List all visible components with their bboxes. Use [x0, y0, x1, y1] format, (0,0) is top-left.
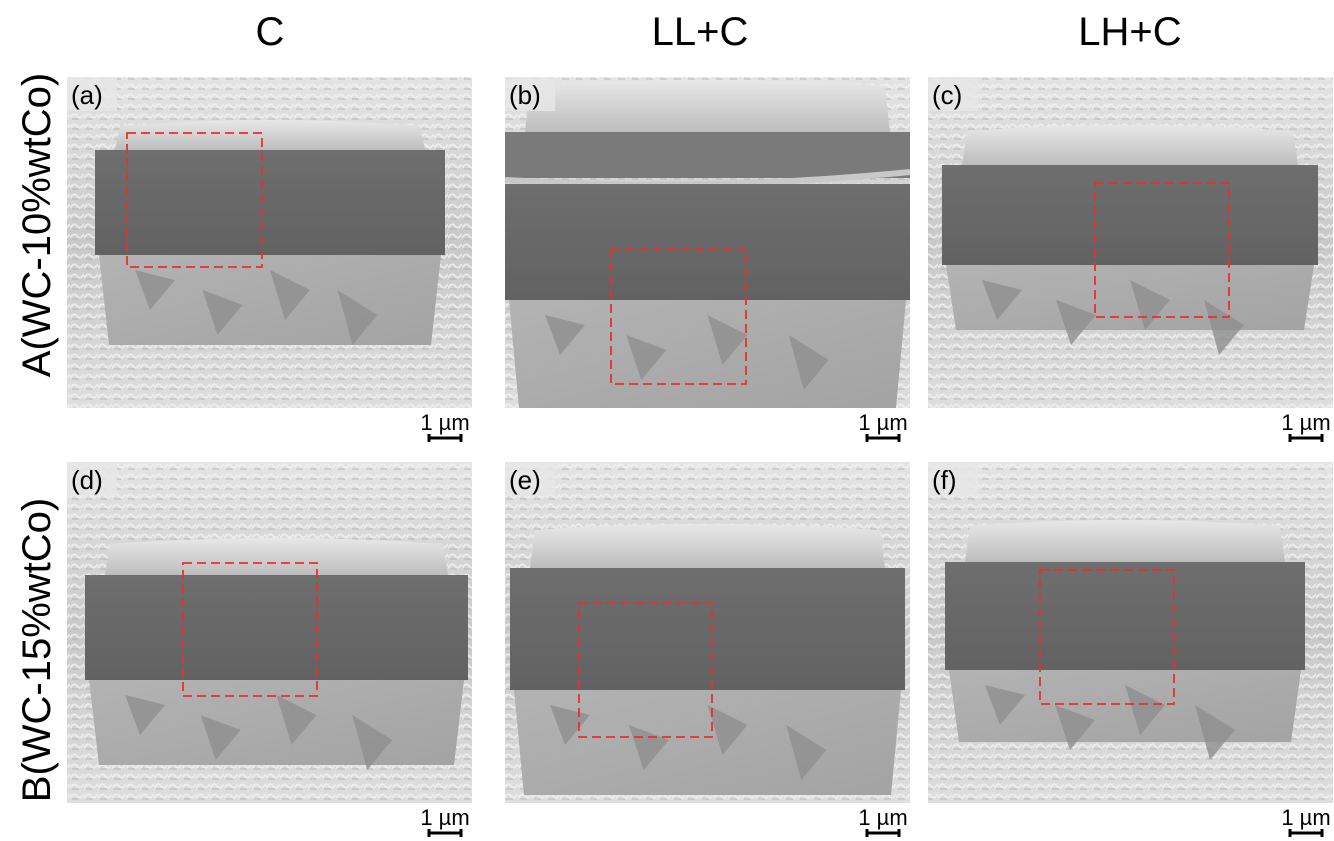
scale-bar-label: 1 µm — [1281, 805, 1330, 830]
coating-layer — [510, 568, 905, 690]
scale-bar-label: 1 µm — [1281, 410, 1330, 435]
figure: C LL+C LH+C A(WC-10%wtCo) B(WC-15%wtCo) (a) 1… — [0, 0, 1334, 841]
scale-bar — [1290, 434, 1322, 442]
scale-bar-label: 1 µm — [858, 410, 907, 435]
cap-layer — [115, 120, 425, 150]
sem-image — [505, 77, 910, 408]
substrate — [509, 300, 906, 408]
panel-label: (c) — [932, 80, 962, 110]
scale-bar-label: 1 µm — [420, 805, 469, 830]
scale-bar — [867, 434, 899, 442]
sem-image — [928, 77, 1333, 408]
coating-layer — [85, 575, 468, 680]
panel-label: (d) — [71, 465, 103, 495]
sem-image — [67, 462, 472, 803]
interlayer — [505, 132, 910, 178]
panel-label: (a) — [71, 80, 103, 110]
scale-bar-label: 1 µm — [420, 410, 469, 435]
cap-layer — [965, 520, 1285, 562]
panel-label: (e) — [509, 465, 541, 495]
coating-layer — [95, 150, 445, 255]
cap-layer — [530, 524, 885, 568]
column-header: LL+C — [652, 10, 749, 54]
column-header: C — [256, 10, 285, 54]
column-header: LH+C — [1078, 10, 1181, 54]
row-label: A(WC-10%wtCo) — [15, 73, 59, 377]
panel-label: (b) — [509, 80, 541, 110]
coating-layer — [942, 165, 1318, 265]
cap-layer — [105, 538, 448, 575]
row-label: B(WC-15%wtCo) — [15, 498, 59, 802]
scale-bar — [429, 829, 461, 837]
scale-bar — [867, 829, 899, 837]
cap-layer — [962, 125, 1298, 165]
coating-layer — [505, 184, 910, 300]
cap-layer — [525, 80, 890, 132]
scale-bar — [1290, 829, 1322, 837]
sem-image — [928, 462, 1333, 803]
panel-label: (f) — [932, 465, 957, 495]
substrate — [514, 690, 901, 795]
sem-image — [505, 462, 910, 803]
coating-layer — [945, 562, 1305, 670]
sem-image — [67, 77, 472, 408]
scale-bar-label: 1 µm — [858, 805, 907, 830]
scale-bar — [429, 434, 461, 442]
